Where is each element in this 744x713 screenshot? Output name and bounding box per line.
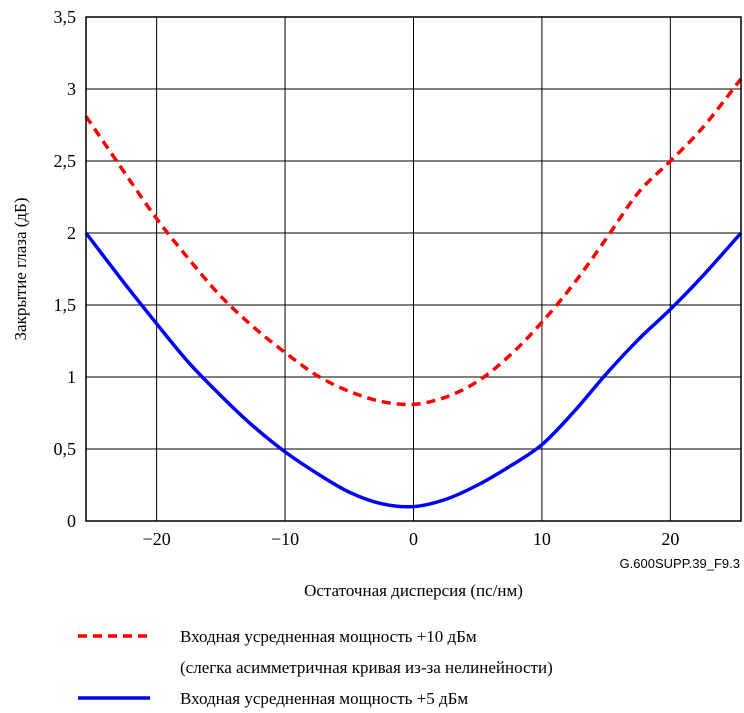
legend-label-series-5dbm: Входная усредненная мощность +5 дБм (180, 689, 468, 708)
figure-id: G.600SUPP.39_F9.3 (620, 556, 740, 571)
x-tick-label: −10 (271, 529, 299, 549)
tick-labels: −20 −10 0 10 20 0 0,5 1 1,5 2 2,5 3 3,5 (54, 7, 680, 549)
y-tick-label: 0,5 (54, 439, 77, 459)
series-lines (84, 77, 743, 509)
series-line-10dbm (84, 77, 743, 407)
plot-frame (85, 16, 742, 522)
x-tick-label: 10 (533, 529, 551, 549)
legend-note-series-10dbm: (слегка асимметричная кривая из-за нелин… (180, 658, 553, 677)
x-tick-label: −20 (143, 529, 171, 549)
y-tick-label: 1,5 (54, 295, 77, 315)
x-tick-label: 0 (409, 529, 418, 549)
y-tick-label: 3,5 (54, 7, 77, 27)
y-axis-label: Закрытие глаза (дБ) (11, 198, 30, 341)
y-tick-label: 0 (67, 511, 76, 531)
y-tick-label: 2,5 (54, 151, 77, 171)
legend: Входная усредненная мощность +10 дБм (сл… (78, 627, 553, 708)
legend-label-series-10dbm: Входная усредненная мощность +10 дБм (180, 627, 477, 646)
y-tick-label: 3 (67, 79, 76, 99)
series-line-5dbm (84, 231, 743, 509)
grid-lines (86, 16, 741, 522)
y-tick-label: 1 (67, 367, 76, 387)
x-tick-label: 20 (661, 529, 679, 549)
y-tick-label: 2 (67, 223, 76, 243)
x-axis-label: Остаточная дисперсия (пс/нм) (304, 581, 523, 600)
